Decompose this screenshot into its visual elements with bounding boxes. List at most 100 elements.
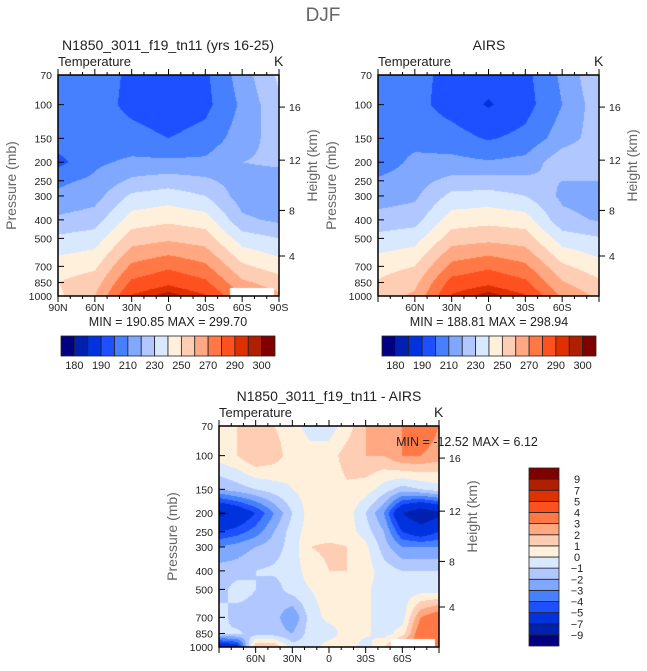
colorbar-label: 300 xyxy=(252,360,270,372)
lat-tick-label: 60S xyxy=(393,653,412,665)
colorbar-label: 3 xyxy=(574,519,580,531)
colorbar-label: 180 xyxy=(65,360,83,372)
plot-frame xyxy=(57,74,280,297)
colorbar-label: 210 xyxy=(440,360,458,372)
colorbar-box xyxy=(528,534,560,547)
pressure-tick-label: 250 xyxy=(34,176,52,188)
colorbar-box xyxy=(167,335,182,357)
lat-tick-label: 60S xyxy=(553,302,572,314)
pressure-tick-label: 150 xyxy=(354,133,372,145)
lat-tick-label: 60S xyxy=(233,302,252,314)
colorbar-box xyxy=(528,467,560,480)
pressure-tick-label: 300 xyxy=(354,191,372,203)
pressure-tick-label: 70 xyxy=(40,70,52,82)
units-label: K xyxy=(434,404,444,420)
colorbar-box xyxy=(528,500,560,513)
colorbar-box xyxy=(501,335,517,357)
lat-tick-label: 30N xyxy=(283,653,302,665)
pressure-tick-label: 150 xyxy=(195,484,213,496)
y-axis-label: Pressure (mb) xyxy=(3,141,19,230)
pressure-tick-label: 200 xyxy=(34,157,52,169)
colorbar-label: 5 xyxy=(574,496,580,508)
height-tick-label: 12 xyxy=(449,506,461,518)
colorbar-label: −4 xyxy=(571,597,584,609)
colorbar-box xyxy=(394,335,410,357)
height-tick-label: 8 xyxy=(449,556,455,568)
pressure-tick-label: 850 xyxy=(195,628,213,640)
height-tick-label: 12 xyxy=(609,155,621,167)
lat-tick-label: 0 xyxy=(166,302,172,314)
colorbar-box xyxy=(140,335,156,357)
colorbar-box xyxy=(180,335,196,357)
colorbar-label: 250 xyxy=(493,360,511,372)
panel-title: N1850_3011_f19_tn11 - AIRS xyxy=(237,388,422,404)
lat-tick-label: 30S xyxy=(516,302,535,314)
colorbar-box xyxy=(154,335,169,357)
pressure-tick-label: 400 xyxy=(195,566,213,578)
colorbar-box xyxy=(247,335,263,357)
colorbar-label: 290 xyxy=(226,360,244,372)
pressure-tick-label: 400 xyxy=(354,215,372,227)
colorbar-box xyxy=(207,335,222,357)
height-tick-label: 12 xyxy=(289,155,301,167)
pressure-tick-label: 250 xyxy=(354,176,372,188)
colorbar-box xyxy=(421,335,436,357)
pressure-tick-label: 100 xyxy=(354,100,372,112)
colorbar-box xyxy=(408,335,423,357)
pressure-tick-label: 250 xyxy=(195,527,213,539)
pressure-tick-label: 200 xyxy=(195,508,213,520)
pressure-tick-label: 700 xyxy=(195,612,213,624)
figure-title: DJF xyxy=(306,5,341,26)
pressure-tick-label: 850 xyxy=(34,277,52,289)
variable-label: Temperature xyxy=(378,54,451,69)
colorbar-label: −3 xyxy=(571,585,584,597)
colorbar-label: −7 xyxy=(571,619,584,631)
colorbar-box xyxy=(461,335,477,357)
pressure-tick-label: 700 xyxy=(354,261,372,273)
pressure-tick-label: 1000 xyxy=(29,291,53,303)
lat-tick-label: 30N xyxy=(122,302,141,314)
min-max-stats: MIN = -12.52 MAX = 6.12 xyxy=(396,435,538,449)
lat-tick-label: 30S xyxy=(196,302,215,314)
lat-tick-label: 60N xyxy=(85,302,104,314)
pressure-tick-label: 700 xyxy=(34,261,52,273)
colorbar-box xyxy=(555,335,570,357)
height-tick-label: 8 xyxy=(289,205,295,217)
variable-label: Temperature xyxy=(219,405,292,420)
colorbar-box xyxy=(528,634,560,647)
colorbar-label: 180 xyxy=(386,360,404,372)
colorbar-box xyxy=(528,567,560,580)
colorbar-label: −2 xyxy=(571,574,584,586)
panel-title: N1850_3011_f19_tn11 (yrs 16-25) xyxy=(62,37,274,53)
colorbar-label: 230 xyxy=(145,360,163,372)
pressure-tick-label: 70 xyxy=(360,70,372,82)
lat-tick-label: 60N xyxy=(405,302,424,314)
colorbar-box xyxy=(528,489,560,502)
colorbar-label: 270 xyxy=(199,360,217,372)
colorbar-box xyxy=(515,335,530,357)
colorbar-box xyxy=(528,335,543,357)
pressure-tick-label: 500 xyxy=(195,584,213,596)
colorbar-box xyxy=(127,335,142,357)
colorbar-box xyxy=(528,556,560,569)
min-max-stats: MIN = 190.85 MAX = 299.70 xyxy=(89,315,247,329)
model-temperature-contour xyxy=(58,75,279,296)
min-max-stats: MIN = 188.81 MAX = 298.94 xyxy=(410,315,568,329)
pressure-tick-label: 200 xyxy=(354,157,372,169)
colorbar-label: 9 xyxy=(574,474,580,486)
colorbar-label: −5 xyxy=(571,608,584,620)
lat-tick-label: 30N xyxy=(442,302,461,314)
height-tick-label: 4 xyxy=(609,251,615,263)
lat-tick-label: 90N xyxy=(48,302,67,314)
pressure-tick-label: 100 xyxy=(195,451,213,463)
y-axis-label: Pressure (mb) xyxy=(164,492,180,581)
colorbar-label: 290 xyxy=(547,360,565,372)
colorbar-box xyxy=(528,478,560,491)
colorbar-label: 210 xyxy=(119,360,137,372)
pressure-tick-label: 70 xyxy=(201,421,213,433)
lat-tick-label: 0 xyxy=(326,653,332,665)
colorbar-box xyxy=(448,335,463,357)
pressure-tick-label: 850 xyxy=(354,277,372,289)
colorbar-box xyxy=(528,612,560,625)
